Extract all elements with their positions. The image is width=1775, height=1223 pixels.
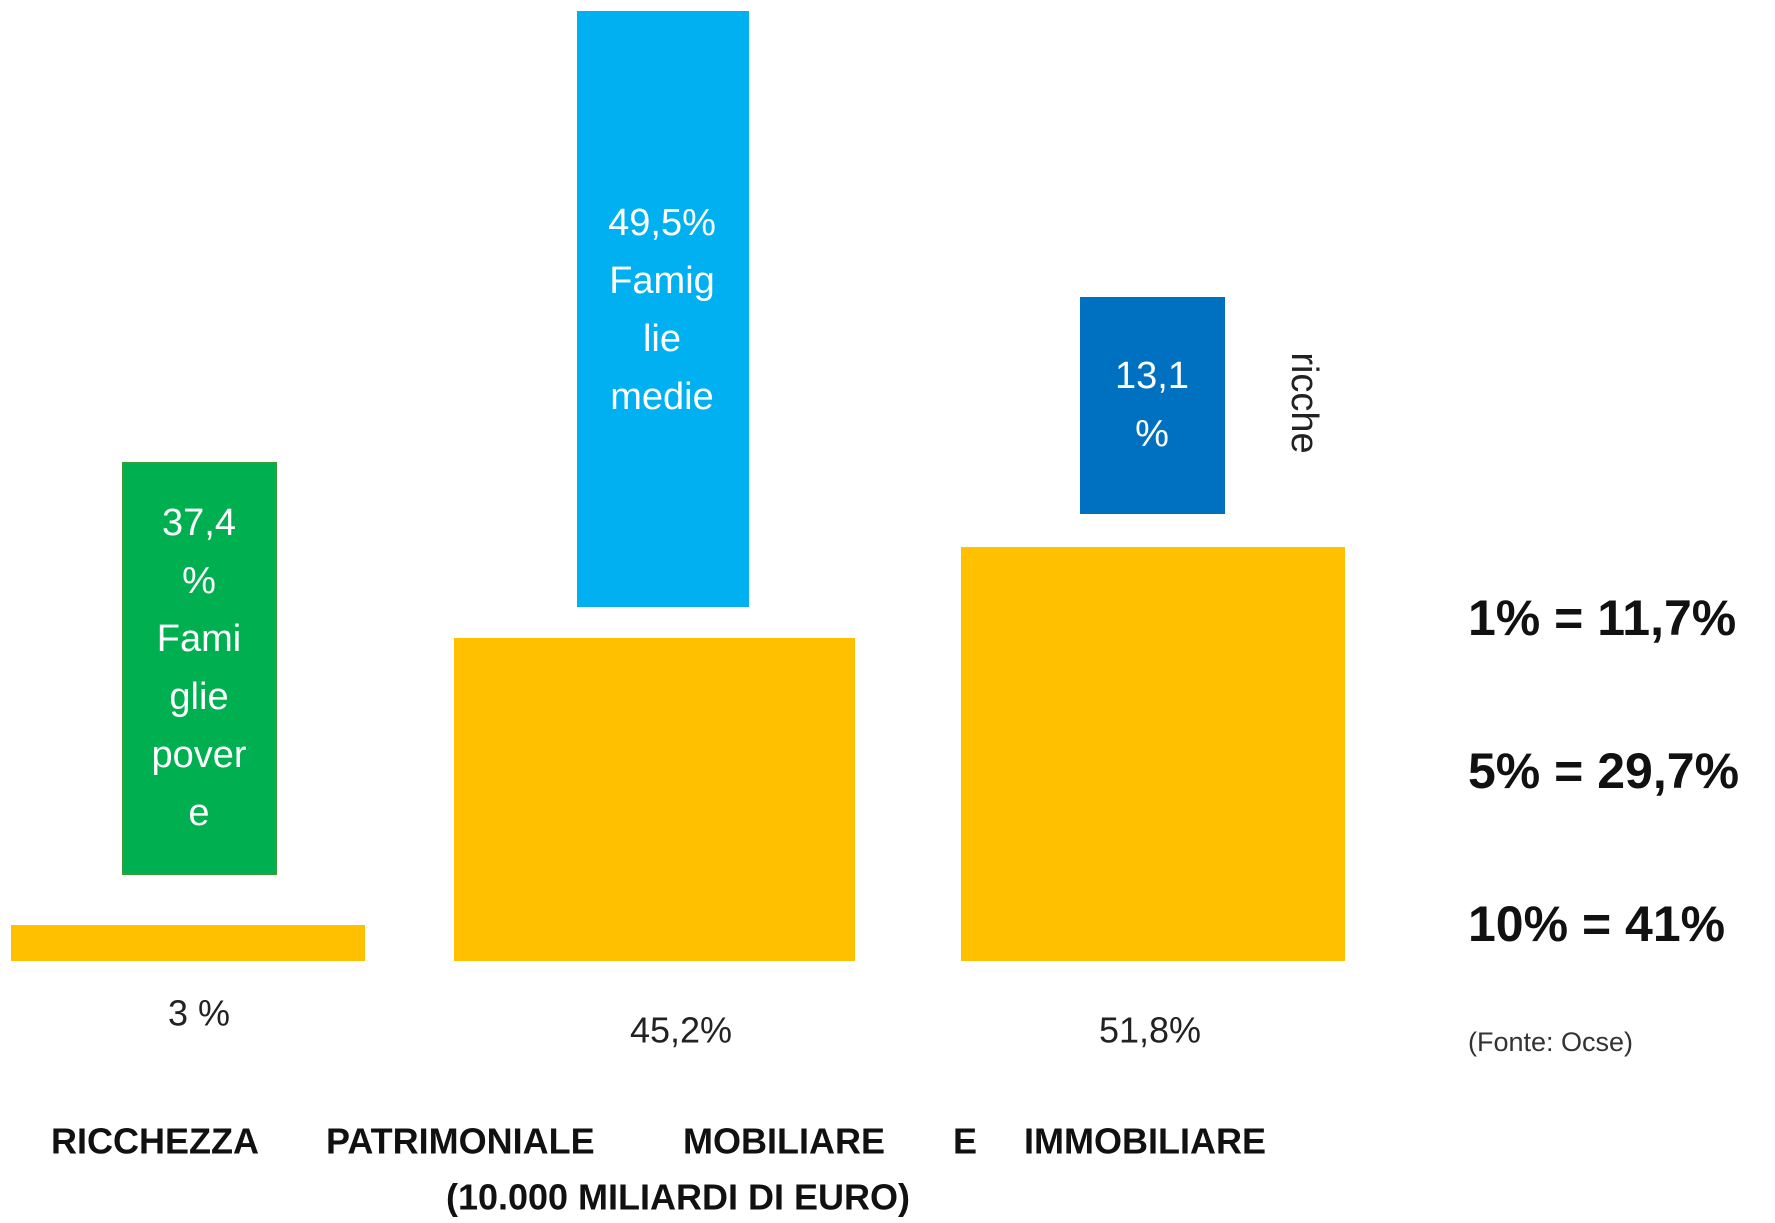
box-text: glie xyxy=(169,676,228,718)
poor-box xyxy=(122,462,277,875)
rich-box xyxy=(1080,297,1225,514)
middle-box xyxy=(577,11,749,607)
stat: 5% = 29,7% xyxy=(1468,743,1739,799)
base-label: 51,8% xyxy=(1099,1010,1201,1051)
caption-line2: (10.000 MILIARDI DI EURO) xyxy=(446,1177,910,1218)
box-text: 13,1 xyxy=(1115,355,1189,397)
box-text: medie xyxy=(610,376,714,418)
caption-word: E xyxy=(953,1121,977,1162)
box-text: lie xyxy=(643,318,681,360)
base-label: 3 % xyxy=(168,993,230,1034)
source: (Fonte: Ocse) xyxy=(1468,1027,1633,1057)
box-text: pover xyxy=(151,734,246,776)
box-text: e xyxy=(188,792,209,834)
side-label: ricche xyxy=(1283,352,1325,453)
box-text: Famig xyxy=(609,260,715,302)
box-text: 49,5% xyxy=(608,202,716,244)
base-label: 45,2% xyxy=(630,1010,732,1051)
caption-word: MOBILIARE xyxy=(683,1121,885,1162)
base-bar xyxy=(961,547,1345,961)
stat: 1% = 11,7% xyxy=(1468,590,1736,646)
base-bar xyxy=(454,638,855,961)
caption-word: RICCHEZZA xyxy=(51,1121,259,1162)
box-text: % xyxy=(1135,413,1169,455)
box-text: 37,4 xyxy=(162,502,236,544)
box-text: % xyxy=(182,560,216,602)
caption-word: IMMOBILIARE xyxy=(1024,1121,1266,1162)
base-bar xyxy=(11,925,365,961)
caption-word: PATRIMONIALE xyxy=(326,1121,595,1162)
stat: 10% = 41% xyxy=(1468,896,1725,952)
box-text: Fami xyxy=(157,618,241,660)
